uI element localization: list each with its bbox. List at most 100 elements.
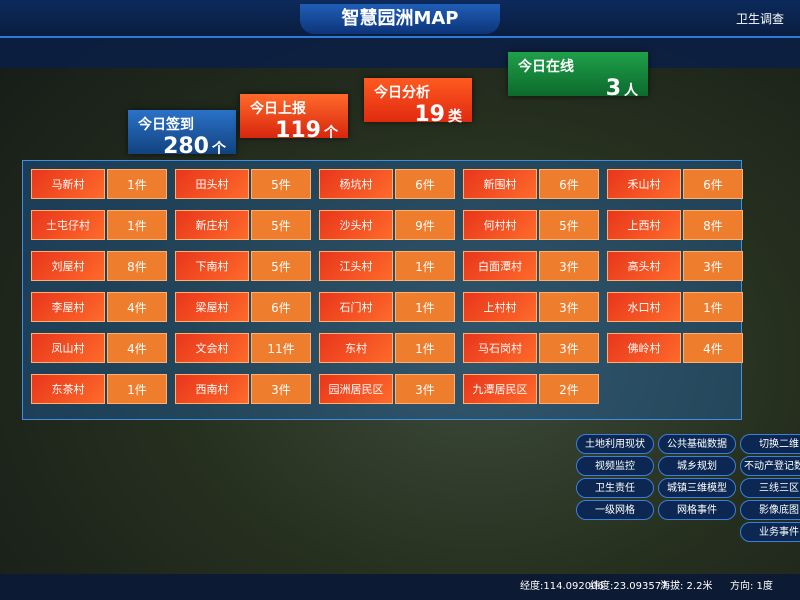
village-count: 3件 [683,251,743,281]
menu-button[interactable]: 切换二维 [740,434,800,454]
status-item: 纬度:23.093577 [590,581,668,592]
village-count: 4件 [683,333,743,363]
village-name[interactable]: 田头村 [175,169,249,199]
village-count: 6件 [539,169,599,199]
village-name[interactable]: 马石岗村 [463,333,537,363]
village-name[interactable]: 高头村 [607,251,681,281]
village-count: 2件 [539,374,599,404]
village-name[interactable]: 园洲居民区 [319,374,393,404]
village-count: 9件 [395,210,455,240]
village-count: 1件 [395,292,455,322]
village-name[interactable]: 水口村 [607,292,681,322]
village-name[interactable]: 杨坑村 [319,169,393,199]
village-count: 3件 [539,333,599,363]
stat-card: 今日签到 280 个 [128,110,236,159]
village-count: 8件 [683,210,743,240]
menu-button[interactable]: 视频监控 [576,456,654,476]
stat-card: 今日在线 3 人 [508,52,648,101]
village-name[interactable]: 石门村 [319,292,393,322]
stat-value: 119 [275,118,321,143]
village-panel: 马新村 1件 土屯仔村 1件 刘屋村 8件 李屋村 4件 凤山村 4件 东茶村 1件 田头村 5件 新庄村 5… [22,160,743,420]
village-count: 1件 [395,251,455,281]
stat-value: 19 [414,102,445,127]
village-count: 11件 [251,333,311,363]
menu-button[interactable]: 城乡规划 [658,456,736,476]
stat-value: 3 [605,76,621,101]
status-item: 方向: 1度 [730,581,773,592]
village-count: 1件 [107,374,167,404]
village-name[interactable]: 佛岭村 [607,333,681,363]
village-name[interactable]: 土屯仔村 [31,210,105,240]
stat-value: 280 [163,134,209,159]
village-count: 3件 [539,292,599,322]
village-count: 1件 [395,333,455,363]
village-count: 3件 [251,374,311,404]
village-name[interactable]: 上西村 [607,210,681,240]
village-name[interactable]: 上村村 [463,292,537,322]
stat-card: 今日分析 19 类 [364,78,472,127]
village-name[interactable]: 江头村 [319,251,393,281]
stat-unit: 个 [324,125,338,141]
header: 智慧园洲MAP 卫生调查 [0,0,800,38]
village-name[interactable]: 东村 [319,333,393,363]
village-name[interactable]: 西南村 [175,374,249,404]
stat-value-row: 19 类 [374,102,462,127]
stat-unit: 类 [448,109,462,125]
stat-unit: 人 [624,83,638,99]
village-name[interactable]: 新庄村 [175,210,249,240]
village-count: 3件 [395,374,455,404]
menu-button[interactable]: 土地利用现状 [576,434,654,454]
stat-label: 今日分析 [374,85,430,101]
status-bar: 经度:114.092006 纬度:23.093577 海拔: 2.2米 方向: 1度 [0,574,800,600]
status-item: 海拔: 2.2米 [660,581,713,592]
village-count: 6件 [251,292,311,322]
village-name[interactable]: 马新村 [31,169,105,199]
village-name[interactable]: 刘屋村 [31,251,105,281]
stat-card: 今日上报 119 个 [240,94,348,143]
village-count: 4件 [107,292,167,322]
village-name[interactable]: 何村村 [463,210,537,240]
village-count: 5件 [539,210,599,240]
title: 智慧园洲MAP [300,4,500,34]
village-count: 5件 [251,210,311,240]
stat-value-row: 119 个 [250,118,338,143]
village-name[interactable]: 沙头村 [319,210,393,240]
village-name[interactable]: 禾山村 [607,169,681,199]
menu-button[interactable]: 城镇三维模型 [658,478,736,498]
stat-label: 今日上报 [250,101,306,117]
village-count: 1件 [107,210,167,240]
menu-button[interactable]: 一级网格 [576,500,654,520]
village-count: 6件 [683,169,743,199]
village-count: 6件 [395,169,455,199]
village-count: 8件 [107,251,167,281]
village-name[interactable]: 东茶村 [31,374,105,404]
village-count: 3件 [539,251,599,281]
village-name[interactable]: 九潭居民区 [463,374,537,404]
village-name[interactable]: 下南村 [175,251,249,281]
header-link[interactable]: 卫生调查 [735,12,784,26]
menu-button[interactable]: 三线三区 [740,478,800,498]
village-name[interactable]: 凤山村 [31,333,105,363]
village-count: 5件 [251,169,311,199]
menu-button[interactable]: 业务事件 [740,522,800,542]
menu-button[interactable]: 影像底图 [740,500,800,520]
stat-unit: 个 [212,141,226,157]
village-name[interactable]: 梁屋村 [175,292,249,322]
menu-button[interactable]: 公共基础数据 [658,434,736,454]
status-item: 经度:114.092006 [520,581,604,592]
village-name[interactable]: 文会村 [175,333,249,363]
village-count: 5件 [251,251,311,281]
menu-button[interactable]: 不动产登记数据 [740,456,800,476]
stat-label: 今日在线 [518,59,574,75]
navbar [0,38,800,68]
village-name[interactable]: 李屋村 [31,292,105,322]
menu-button[interactable]: 网格事件 [658,500,736,520]
village-name[interactable]: 新围村 [463,169,537,199]
village-name[interactable]: 白面潭村 [463,251,537,281]
menu-button[interactable]: 卫生责任 [576,478,654,498]
village-count: 4件 [107,333,167,363]
stat-label: 今日签到 [138,117,194,133]
stat-value-row: 280 个 [138,134,226,159]
